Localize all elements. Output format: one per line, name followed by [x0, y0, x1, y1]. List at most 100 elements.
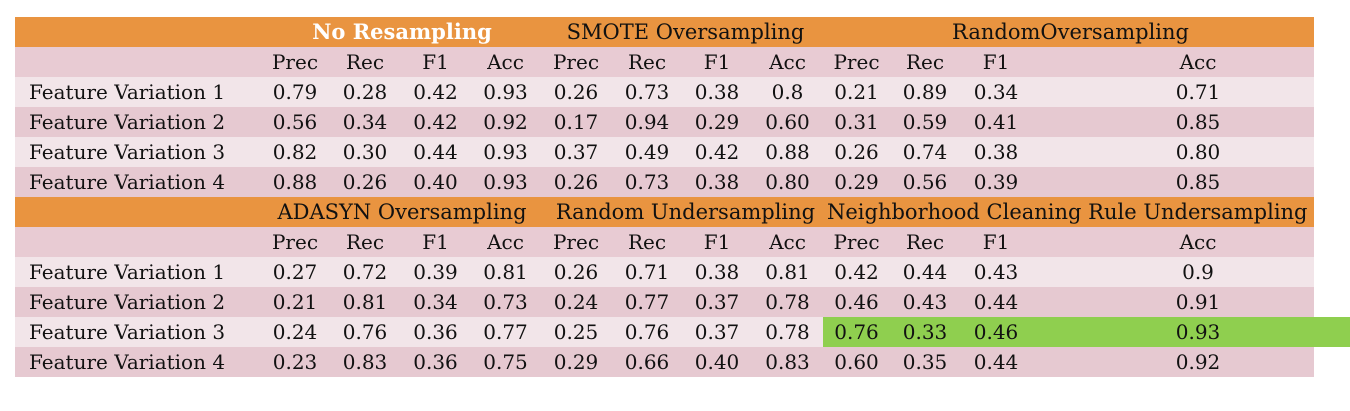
table-cell: 0.31: [834, 110, 879, 134]
table-cell: 0.26: [342, 170, 388, 194]
table-cell: 0.24: [553, 290, 599, 314]
metric-header: Acc: [487, 230, 524, 254]
table-cell: 0.43: [973, 260, 1019, 284]
table-cell: 0.93: [483, 80, 528, 104]
group-header-blank: [15, 17, 260, 47]
row-label: Feature Variation 2: [29, 110, 226, 134]
table-cell: 0.94: [624, 110, 670, 134]
table-cell: 0.60: [834, 350, 879, 374]
table-cell: 0.71: [624, 260, 670, 284]
table-cell: 0.37: [694, 290, 740, 314]
table-cell: 0.44: [973, 350, 1019, 374]
table-cell: 0.60: [765, 110, 810, 134]
metric-header: Prec: [833, 50, 880, 74]
table-cell: 0.81: [483, 260, 528, 284]
table-cell: 0.40: [413, 170, 458, 194]
table-cell: 0.37: [694, 320, 740, 344]
metric-header-blank: [15, 227, 260, 257]
table-cell: 0.82: [272, 140, 318, 164]
group-header-adasyn: ADASYN Oversampling: [277, 200, 527, 224]
row-label: Feature Variation 3: [29, 320, 226, 344]
table-cell: 0.17: [553, 110, 599, 134]
table-row: Feature Variation 4 0.88 0.26 0.40 0.93 0.26 0…: [15, 167, 1314, 197]
table-cell: 0.34: [413, 290, 458, 314]
metric-header: Acc: [769, 230, 806, 254]
table-row: Feature Variation 3 0.24 0.76 0.36 0.77 0.25 0…: [15, 317, 1350, 347]
table-cell: 0.78: [765, 320, 810, 344]
table-cell: 0.27: [272, 260, 318, 284]
group-header-blank: [15, 197, 260, 227]
table-cell: 0.26: [553, 260, 599, 284]
table-row: Feature Variation 2 0.21 0.81 0.34 0.73 0.24 0…: [15, 287, 1314, 317]
table-cell: 0.78: [765, 290, 810, 314]
table-cell: 0.36: [413, 320, 458, 344]
table-cell: 0.42: [834, 260, 879, 284]
metric-header: Prec: [833, 230, 880, 254]
table-cell: 0.92: [1175, 350, 1221, 374]
table-cell: 0.44: [973, 290, 1019, 314]
table-cell: 0.92: [483, 110, 528, 134]
metric-header: Acc: [1179, 50, 1217, 74]
table-cell: 0.76: [624, 320, 670, 344]
metric-header: Prec: [552, 50, 600, 74]
metric-header: F1: [422, 50, 449, 74]
table-cell: 0.42: [694, 140, 740, 164]
metric-header: F1: [703, 230, 731, 254]
metric-header: Rec: [905, 230, 945, 254]
table-cell: 0.44: [902, 260, 948, 284]
metric-header: Rec: [627, 230, 667, 254]
table-cell: 0.29: [553, 350, 599, 374]
table-cell: 0.38: [694, 170, 740, 194]
table-cell: 0.46: [960, 317, 1032, 347]
table-cell: 0.89: [902, 80, 948, 104]
table-cell: 0.38: [694, 80, 740, 104]
table-cell: 0.80: [1175, 140, 1221, 164]
table-cell: 0.39: [413, 260, 458, 284]
table-cell: 0.76: [823, 317, 890, 347]
metric-header: Prec: [271, 230, 319, 254]
table-cell: 0.93: [483, 140, 528, 164]
table-cell: 0.41: [973, 110, 1019, 134]
metric-header: F1: [982, 50, 1010, 74]
table-cell: 0.79: [272, 80, 318, 104]
table-cell: 0.75: [483, 350, 528, 374]
metric-header: Rec: [345, 230, 385, 254]
results-table: No Resampling SMOTE Oversampling RandomO…: [15, 17, 1350, 377]
row-label: Feature Variation 3: [29, 140, 226, 164]
table-cell: 0.73: [483, 290, 528, 314]
row-label: Feature Variation 1: [29, 80, 226, 104]
table-cell: 0.21: [272, 290, 318, 314]
table-cell: 0.42: [413, 110, 458, 134]
table-cell: 0.59: [902, 110, 948, 134]
group-header-row: ADASYN Oversampling Random Undersampling…: [15, 197, 1314, 227]
table-cell: 0.85: [1175, 170, 1221, 194]
table-cell: 0.40: [694, 350, 740, 374]
metric-header-blank: [15, 47, 260, 77]
metric-header: Acc: [769, 50, 806, 74]
table-cell: 0.91: [1175, 290, 1221, 314]
group-header-ncr-undersampling: Neighborhood Cleaning Rule Undersampling: [827, 200, 1308, 224]
row-label: Feature Variation 1: [29, 260, 226, 284]
table-cell: 0.83: [342, 350, 388, 374]
table-cell: 0.44: [413, 140, 458, 164]
table-cell: 0.88: [765, 140, 810, 164]
table-cell: 0.38: [694, 260, 740, 284]
table-cell: 0.36: [413, 350, 458, 374]
table-cell: 0.26: [553, 170, 599, 194]
table-cell: 0.25: [553, 320, 599, 344]
table-cell: 0.37: [553, 140, 599, 164]
metric-header: Prec: [271, 50, 319, 74]
table-cell: 0.85: [1175, 110, 1221, 134]
metric-header-row: Prec Rec F1 Acc Prec Rec F1 Acc Prec Rec…: [15, 227, 1314, 257]
table-cell: 0.74: [902, 140, 948, 164]
group-header-no-resampling: No Resampling: [312, 19, 492, 44]
table-cell: 0.28: [342, 80, 388, 104]
table-cell: 0.26: [553, 80, 599, 104]
table-cell: 0.29: [834, 170, 879, 194]
table-cell: 0.24: [272, 320, 318, 344]
table-cell: 0.83: [765, 350, 810, 374]
metric-header: Rec: [345, 50, 385, 74]
table-cell: 0.49: [624, 140, 670, 164]
table-cell: 0.80: [765, 170, 810, 194]
table-row: Feature Variation 4 0.23 0.83 0.36 0.75 0.29 0…: [15, 347, 1314, 377]
